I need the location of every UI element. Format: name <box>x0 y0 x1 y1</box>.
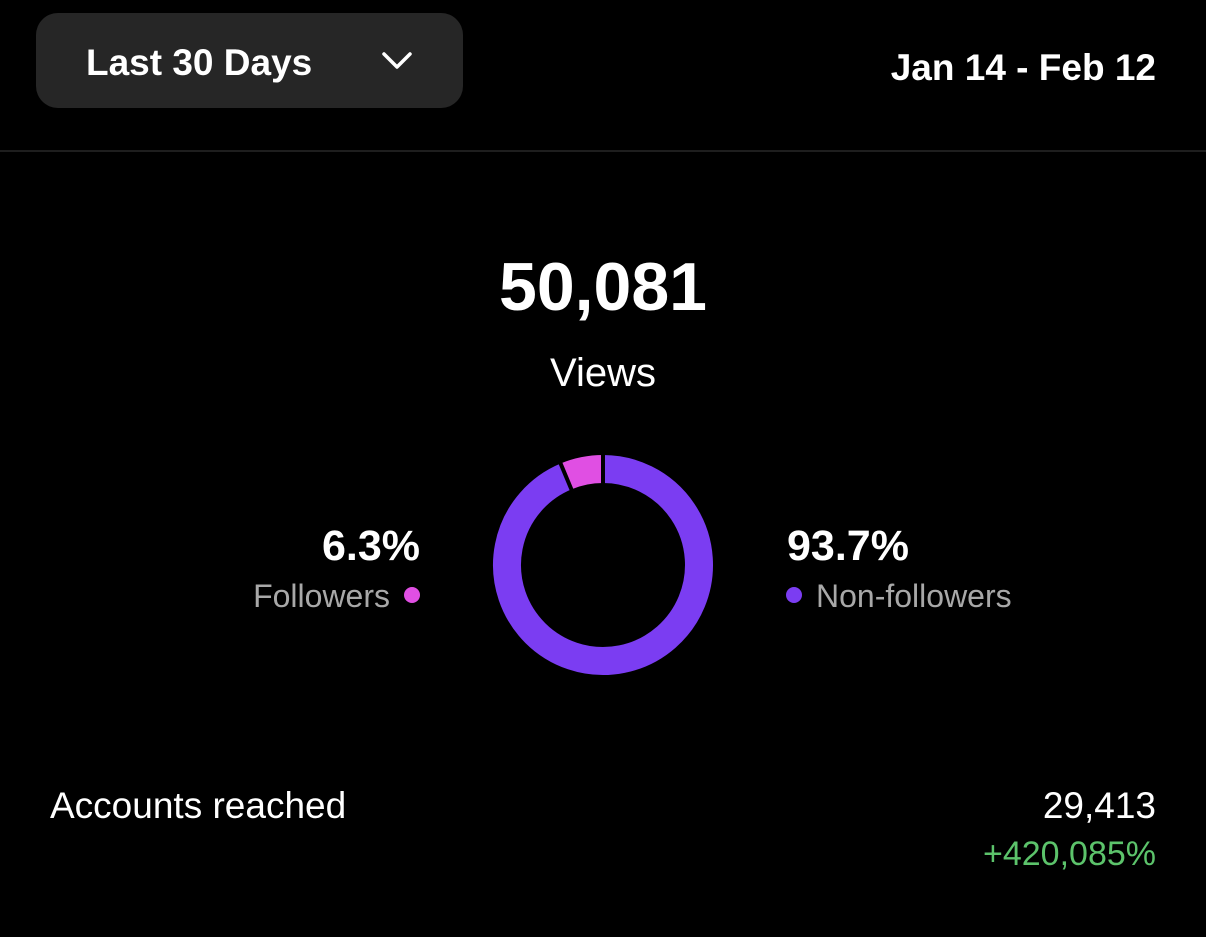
total-views: 50,081 <box>499 249 707 325</box>
donut-segment <box>560 455 604 490</box>
range-button-label[interactable]: Last 30 Days <box>86 42 312 83</box>
donut-chart <box>493 454 713 675</box>
followers-percent: 6.3% <box>322 522 420 570</box>
non-followers-percent: 93.7% <box>787 522 909 570</box>
accounts-reached-label: Accounts reached <box>50 785 346 826</box>
legend-dot <box>404 587 420 603</box>
date-range: Jan 14 - Feb 12 <box>891 47 1156 88</box>
accounts-reached-value: 29,413 <box>1043 785 1156 826</box>
range-button[interactable]: Last 30 Days <box>36 13 463 108</box>
total-label: Views <box>550 351 656 395</box>
range-button-bg[interactable] <box>36 13 463 108</box>
non-followers-label: Non-followers <box>816 578 1012 614</box>
legend-dot <box>786 587 802 603</box>
segment-separator <box>558 461 574 492</box>
donut-segment <box>493 455 713 675</box>
accounts-reached-change: +420,085% <box>983 835 1156 873</box>
followers-label: Followers <box>253 578 390 614</box>
chevron-icon[interactable] <box>382 52 412 69</box>
